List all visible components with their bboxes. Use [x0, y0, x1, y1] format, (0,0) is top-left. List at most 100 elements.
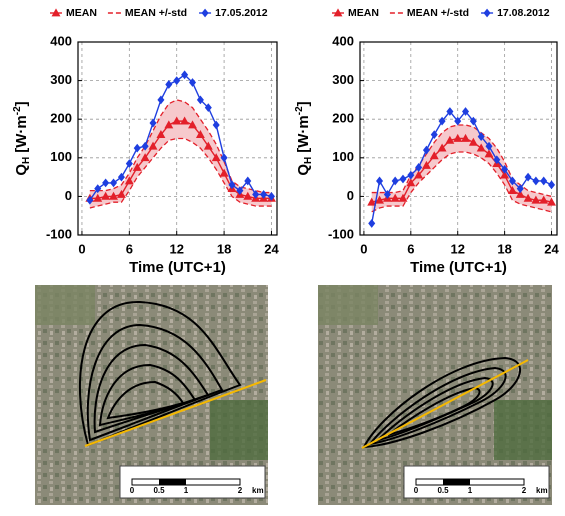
marker	[368, 219, 376, 228]
marker	[445, 135, 455, 144]
marker	[109, 191, 118, 200]
marker	[260, 190, 268, 199]
plot-frame	[359, 41, 558, 236]
marker	[201, 8, 209, 18]
marker	[485, 141, 493, 151]
scale-label: 0	[414, 486, 419, 495]
marker	[94, 184, 102, 194]
marker	[203, 141, 213, 150]
legend-label: 17.08.2012	[497, 7, 550, 19]
marker	[421, 160, 431, 169]
marker	[515, 189, 525, 198]
marker	[414, 170, 424, 179]
marker	[211, 153, 221, 162]
y-label-part: -2	[294, 106, 305, 115]
marker	[220, 153, 228, 163]
map-park	[210, 400, 268, 460]
map-park	[494, 400, 552, 460]
y-tick-label: 300	[332, 72, 354, 87]
marker	[124, 176, 134, 185]
marker	[508, 176, 516, 186]
marker	[196, 95, 204, 105]
x-tick-label: 6	[126, 241, 133, 256]
marker	[93, 193, 103, 202]
y-axis-label: QH [W·m-2]	[294, 101, 314, 175]
marker	[117, 172, 125, 182]
marker	[228, 180, 236, 190]
marker	[429, 151, 439, 160]
chart: -100 0 100 200 300 400 0 6 12 18 24 Time (UTC+1) QH […	[12, 7, 280, 276]
map-right: 0 0.5 1 2 km	[318, 285, 552, 505]
y-tick-label: -100	[46, 226, 72, 241]
marker	[383, 190, 391, 199]
marker	[516, 184, 524, 194]
scale-unit: km	[536, 486, 548, 495]
scale-label: 0.5	[153, 486, 165, 495]
y-tick-label: 100	[50, 149, 72, 164]
map-park	[35, 285, 95, 325]
x-tick-label: 24	[264, 241, 279, 256]
marker	[477, 132, 485, 141]
marker	[244, 176, 252, 186]
y-label-part: ]	[295, 101, 312, 106]
marker	[532, 176, 540, 186]
marker	[140, 153, 150, 162]
marker	[133, 143, 141, 153]
marker	[539, 195, 549, 204]
marker	[110, 178, 118, 188]
marker	[461, 133, 470, 142]
y-label-part: Q	[295, 164, 312, 176]
marker	[212, 120, 220, 130]
x-tick-label: 18	[217, 241, 231, 256]
marker	[438, 116, 446, 126]
scale-bar: 0 0.5 1 2 km	[119, 465, 266, 499]
legend-label: MEAN +/-std	[125, 7, 187, 19]
marker	[86, 195, 94, 205]
scale-label: 0	[130, 486, 135, 495]
footprint-contours	[362, 356, 522, 449]
marker	[367, 197, 377, 206]
marker	[375, 195, 384, 204]
marker	[453, 133, 463, 142]
marker	[267, 191, 275, 201]
marker	[125, 159, 133, 168]
y-tick-label: 0	[65, 188, 72, 203]
std-line	[89, 137, 272, 209]
marker	[236, 186, 244, 196]
marker	[454, 116, 462, 126]
marker	[172, 116, 182, 125]
legend-label: 17.05.2012	[215, 7, 268, 19]
std-line	[371, 151, 552, 213]
marker	[102, 178, 110, 188]
y-label-part: H	[303, 157, 314, 164]
marker	[415, 163, 423, 172]
std-band	[89, 99, 272, 208]
marker	[333, 8, 343, 17]
marker	[430, 130, 438, 140]
y-tick-label: 0	[347, 188, 354, 203]
marker	[523, 193, 533, 202]
marker	[391, 176, 399, 186]
x-axis-label: Time (UTC+1)	[129, 259, 226, 276]
marker	[501, 164, 509, 174]
y-label-part: Q	[13, 164, 30, 176]
y-label-part: [W·m	[13, 115, 30, 153]
marker	[407, 170, 415, 180]
marker	[219, 168, 229, 177]
marker	[399, 174, 407, 184]
scale-segment	[443, 479, 470, 485]
marker	[181, 70, 189, 80]
marker	[101, 191, 111, 200]
wind-direction	[361, 359, 529, 449]
marker	[243, 191, 253, 200]
marker	[141, 141, 149, 151]
map-left: 0 0.5 1 2 km	[35, 285, 268, 505]
marker	[547, 197, 556, 206]
y-tick-label: 400	[332, 33, 354, 48]
marker	[500, 170, 510, 179]
x-tick-label: 0	[78, 241, 85, 256]
marker	[51, 8, 61, 17]
y-label-part: [W·m	[295, 115, 312, 153]
marker	[173, 76, 181, 86]
